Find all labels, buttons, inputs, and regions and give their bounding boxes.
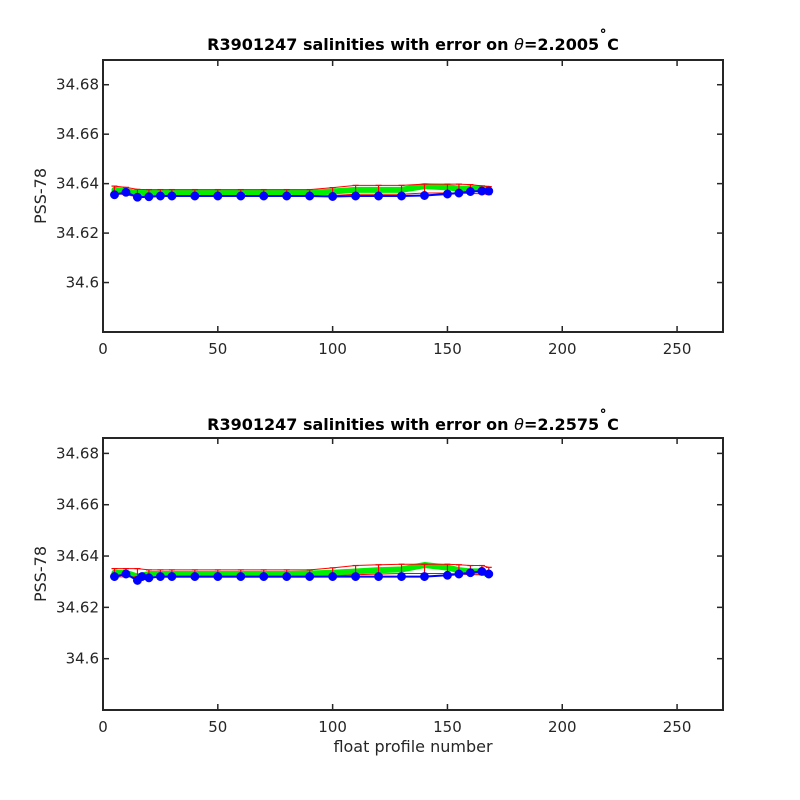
top-axes-box: [102, 59, 724, 333]
float-salinity-point: [328, 192, 338, 201]
float-salinity-point: [144, 573, 154, 583]
float-salinity-point: [259, 191, 269, 201]
float-salinity-point: [305, 572, 315, 582]
float-salinity-point: [397, 572, 406, 582]
bottom-y-axis-label: PSS-78: [31, 546, 50, 602]
float-salinity-point: [167, 191, 177, 201]
float-salinity-point: [132, 192, 142, 202]
float-salinity-point: [167, 572, 177, 582]
error-upper-line: [114, 563, 489, 571]
float-salinity-point: [442, 570, 452, 580]
float-salinity-point: [465, 187, 475, 196]
x-tick-label: 100: [318, 718, 347, 736]
float-salinity-point: [155, 191, 165, 201]
x-tick-label: 100: [318, 340, 347, 358]
float-salinity-point: [121, 569, 131, 579]
top-y-axis-label: PSS-78: [31, 168, 50, 224]
bottom-x-axis-label: float profile number: [333, 737, 493, 756]
y-tick-label: 34.68: [56, 76, 99, 94]
top-panel: 0 50 100 150 200 25034.634.6234.6434.6634.68 …: [31, 28, 724, 358]
float-salinity-point: [465, 568, 475, 578]
float-salinity-point: [374, 572, 384, 582]
x-tick-label: 50: [208, 718, 227, 736]
float-salinity-point: [454, 188, 464, 198]
float-salinity-point: [259, 572, 269, 582]
float-salinity-point: [351, 572, 361, 582]
x-tick-label: 150: [433, 340, 462, 358]
bottom-title: R3901247 salinities with error on θ=2.25…: [207, 408, 619, 434]
float-salinity-point: [155, 572, 165, 582]
float-salinity-point: [484, 186, 494, 196]
float-salinity-point: [351, 191, 361, 201]
float-salinity-point: [144, 192, 154, 202]
float-salinity-point: [110, 572, 119, 582]
top-ticks: 0 50 100 150 200 250 34.6 34.62 34.64 34.66 34.68: [56, 60, 723, 358]
error-upper-line: [114, 183, 489, 191]
float-salinity-point: [420, 191, 429, 200]
bottom-marks: [110, 562, 494, 585]
y-tick-label: 34.64: [56, 547, 99, 565]
top-title: R3901247 salinities with error on θ=2.20…: [207, 28, 619, 54]
x-tick-label: 250: [663, 340, 692, 358]
y-tick-label: 34.62: [56, 598, 99, 616]
float-salinity-point: [454, 569, 464, 579]
float-salinity-point: [213, 191, 223, 201]
float-salinity-point: [190, 572, 200, 582]
y-tick-label: 34.66: [56, 496, 99, 514]
float-salinity-point: [442, 189, 452, 199]
x-tick-label: 0: [98, 718, 108, 736]
x-tick-label: 50: [208, 340, 227, 358]
y-tick-label: 34.6: [66, 650, 99, 668]
x-tick-label: 200: [548, 340, 577, 358]
float-salinity-line: [114, 190, 489, 199]
y-tick-label: 34.6: [66, 274, 99, 292]
y-tick-label: 34.64: [56, 175, 99, 193]
float-salinity-point: [282, 191, 292, 201]
top-marks: [110, 183, 494, 202]
float-salinity-point: [282, 572, 292, 582]
bottom-panel: 0 50 100 150 200 25034.634.6234.6434.6634.68 …: [31, 408, 724, 756]
y-tick-label: 34.66: [56, 125, 99, 143]
mapped-salinity-line: [111, 183, 492, 197]
float-salinity-point: [121, 187, 131, 197]
float-salinity-point: [110, 190, 119, 200]
float-salinity-point: [328, 572, 338, 582]
bottom-axes-box: [102, 437, 724, 711]
x-tick-label: 250: [663, 718, 692, 736]
y-tick-label: 34.68: [56, 444, 99, 462]
float-salinity-point: [420, 572, 429, 582]
float-salinity-point: [374, 191, 384, 201]
y-tick-label: 34.62: [56, 224, 99, 242]
x-tick-label: 150: [433, 718, 462, 736]
float-salinity-point: [397, 191, 406, 201]
mapped-salinity-line: [111, 562, 492, 580]
float-salinity-point: [484, 569, 494, 579]
float-salinity-point: [213, 572, 223, 582]
float-salinity-point: [236, 191, 246, 201]
x-tick-label: 200: [548, 718, 577, 736]
float-salinity-point: [236, 572, 246, 582]
float-salinity-point: [305, 191, 315, 201]
x-tick-label: 0: [98, 340, 108, 358]
float-salinity-point: [190, 191, 200, 201]
bottom-ticks: 0 50 100 150 200 250 34.6 34.62 34.64 34.66 34.68: [56, 438, 723, 736]
